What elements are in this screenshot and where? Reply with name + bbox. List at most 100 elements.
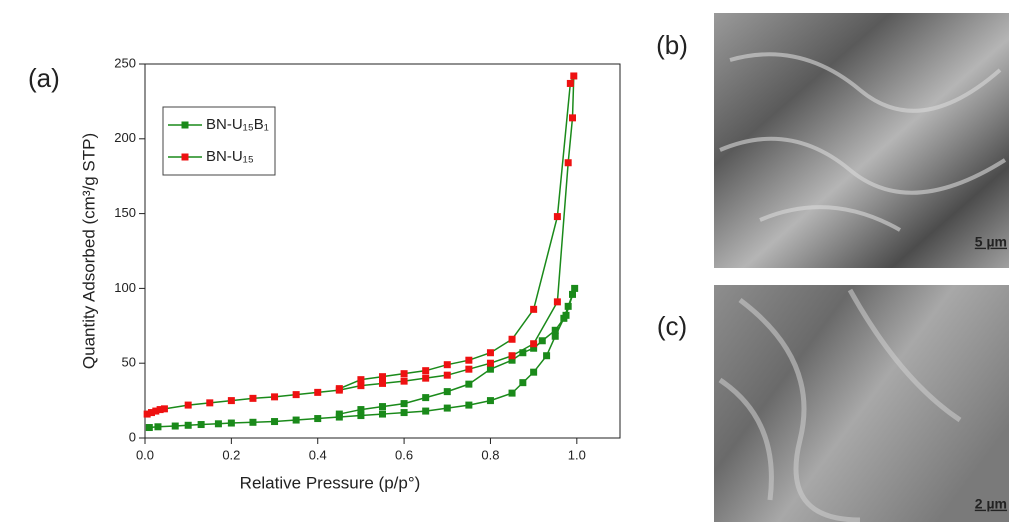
marker (357, 406, 365, 414)
series-line (146, 75, 575, 415)
panel-label: (b) (656, 30, 688, 60)
marker (227, 397, 235, 405)
panel-label: (c) (657, 311, 687, 341)
marker (154, 423, 162, 431)
marker (443, 361, 451, 369)
image-b: (b) 5 µm (656, 13, 1009, 268)
marker (486, 397, 494, 405)
marker (553, 298, 561, 306)
marker (508, 389, 516, 397)
scale-bar: 2 µm (975, 496, 1007, 512)
marker (357, 376, 365, 384)
marker (184, 401, 192, 409)
legend-label: BN-U₁₅B₁ (206, 116, 269, 133)
marker (143, 410, 151, 418)
plot-frame (144, 63, 621, 439)
marker (184, 421, 192, 429)
marker (538, 337, 546, 345)
marker (530, 340, 538, 348)
marker (486, 349, 494, 357)
x-tick-label: 0.4 (309, 447, 327, 462)
marker (379, 373, 386, 381)
marker (562, 311, 570, 319)
marker (400, 370, 408, 378)
marker (147, 409, 155, 417)
marker (422, 394, 430, 402)
x-tick-label: 0.2 (222, 447, 240, 462)
marker (422, 367, 430, 375)
marker (508, 335, 516, 343)
sem-image (714, 285, 1009, 522)
marker (214, 420, 222, 428)
marker (564, 302, 572, 310)
marker (379, 379, 386, 387)
panel-label: (a) (28, 63, 60, 93)
marker (530, 305, 538, 313)
x-tick-label: 0.8 (481, 447, 499, 462)
marker (566, 79, 574, 87)
marker (422, 407, 430, 415)
marker (530, 344, 538, 352)
marker (519, 349, 527, 357)
marker (465, 380, 473, 388)
marker (249, 418, 257, 426)
marker (271, 418, 279, 426)
marker (314, 415, 322, 423)
legend-label: BN-U₁₅ (206, 148, 254, 165)
marker (379, 410, 386, 418)
legend-marker (181, 153, 189, 161)
marker (543, 352, 551, 360)
y-tick-label: 250 (114, 55, 136, 70)
marker (379, 403, 386, 411)
legend-marker (181, 121, 189, 129)
marker (486, 359, 494, 367)
legend (162, 106, 276, 176)
marker (486, 365, 494, 373)
image-c: (c) 2 µm (657, 285, 1009, 522)
x-tick-label: 0.0 (136, 447, 154, 462)
marker (569, 114, 576, 122)
marker (508, 352, 516, 360)
y-axis-label: Quantity Adsorbed (cm³/g STP) (79, 133, 98, 369)
y-tick-label: 200 (114, 130, 136, 145)
marker (335, 410, 343, 418)
marker (292, 391, 300, 399)
marker (569, 290, 576, 298)
marker (314, 388, 322, 396)
marker (519, 379, 527, 387)
marker (571, 284, 579, 292)
marker (249, 394, 257, 402)
marker (292, 416, 300, 424)
marker (443, 371, 451, 379)
marker (227, 419, 235, 427)
marker (171, 422, 179, 430)
y-tick-label: 100 (114, 280, 136, 295)
series-line (149, 288, 576, 429)
marker (400, 377, 408, 385)
marker (160, 405, 168, 413)
marker (465, 365, 473, 373)
y-tick-label: 0 (129, 429, 136, 444)
marker (152, 407, 160, 415)
marker (271, 393, 279, 401)
marker (422, 374, 430, 382)
marker (400, 409, 408, 417)
marker (553, 213, 561, 221)
marker (335, 385, 343, 393)
marker (443, 404, 451, 412)
marker (197, 421, 205, 429)
marker (551, 332, 559, 340)
marker (551, 326, 559, 334)
marker (465, 356, 473, 364)
marker (357, 412, 365, 420)
x-tick-label: 0.6 (395, 447, 413, 462)
marker (465, 401, 473, 409)
marker (400, 400, 408, 408)
marker (357, 382, 365, 390)
marker (156, 406, 164, 414)
marker (570, 72, 578, 80)
marker (530, 368, 538, 376)
x-tick-label: 1.0 (568, 447, 586, 462)
y-tick-label: 150 (114, 205, 136, 220)
